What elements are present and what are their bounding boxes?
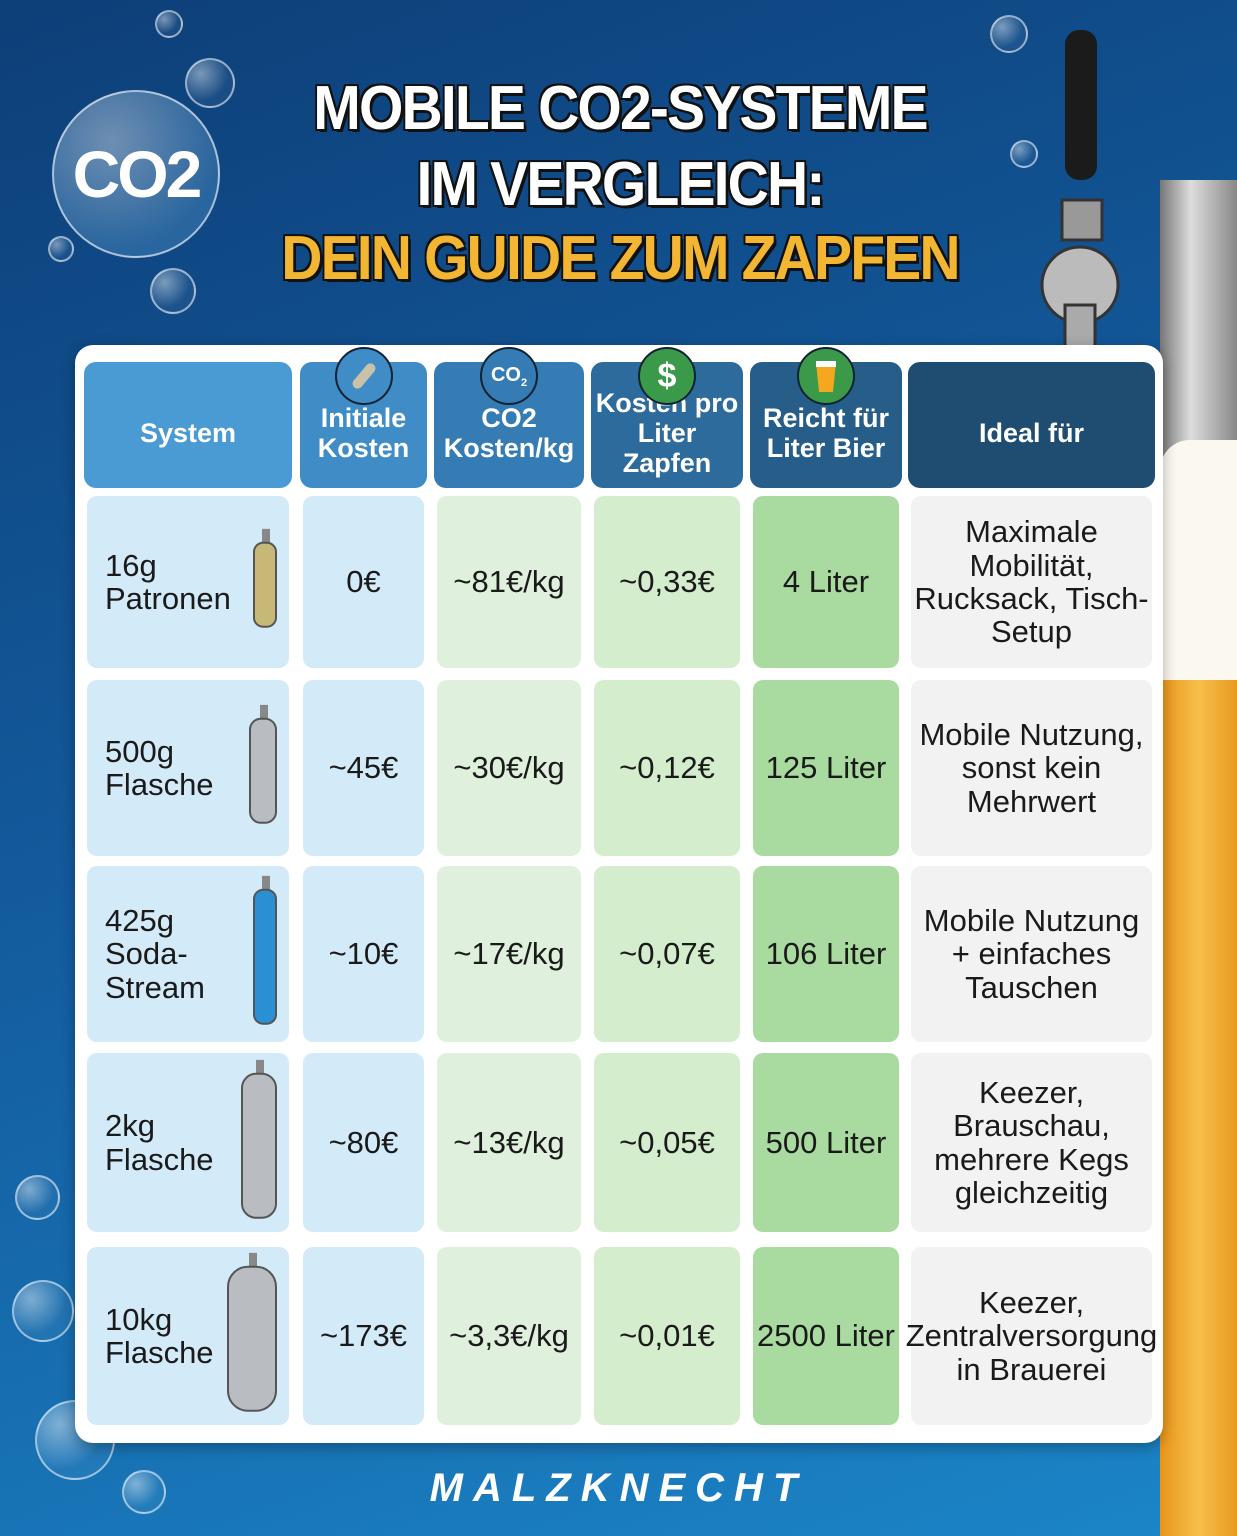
co2_per_kg-value: ~3,3€/kg (449, 1318, 569, 1354)
per_liter-value: ~0,05€ (619, 1124, 715, 1160)
ideal-value: Maximale Mobilität, Rucksack, Tisch-Setu… (914, 514, 1149, 650)
per_liter-value: ~0,12€ (619, 750, 715, 786)
cartridge-icon (251, 528, 279, 635)
column-header-system: System (84, 362, 292, 488)
title-line-1: MOBILE CO2-SYSTEME (313, 74, 928, 143)
row-2-liters: 106 Liter (753, 866, 899, 1042)
row-4-per_liter: ~0,01€ (594, 1247, 740, 1425)
row-2-initial: ~10€ (303, 866, 424, 1042)
large-cylinder-icon (225, 1252, 279, 1419)
cartridge-icon (334, 347, 393, 405)
row-0-co2_per_kg: ~81€/kg (437, 496, 581, 668)
initial-value: ~80€ (328, 1124, 399, 1160)
title-line-2: IM VERGLEICH: (416, 150, 825, 219)
ideal-value: Keezer, Brauschau, mehrere Kegs gleichze… (934, 1074, 1129, 1210)
liters-value: 2500 Liter (757, 1318, 895, 1354)
liters-value: 500 Liter (765, 1124, 887, 1160)
row-1-ideal: Mobile Nutzung, sonst kein Mehrwert (911, 680, 1152, 856)
bubble (990, 15, 1028, 53)
bubble (12, 1280, 74, 1342)
initial-value: ~173€ (319, 1318, 408, 1354)
column-header-label: Reicht für Liter Bier (762, 403, 889, 463)
row-4-ideal: Keezer, Zentralversorgung in Brauerei (906, 1247, 1157, 1425)
ideal-value: Keezer, Zentralversorgung in Brauerei (905, 1284, 1158, 1387)
row-2-co2_per_kg: ~17€/kg (437, 866, 581, 1042)
initial-value: ~45€ (328, 750, 399, 786)
bubble (48, 236, 74, 262)
initial-value: ~10€ (328, 936, 399, 972)
brand-footer: MALZKNECHT (429, 1466, 808, 1510)
co2_per_kg-value: ~30€/kg (453, 750, 565, 786)
row-2-ideal: Mobile Nutzung + einfaches Tauschen (911, 866, 1152, 1042)
row-0-ideal: Maximale Mobilität, Rucksack, Tisch-Setu… (911, 496, 1152, 668)
bubble (122, 1470, 166, 1514)
bubble (1010, 140, 1038, 168)
co2-bubble-icon: CO2 (52, 90, 220, 258)
column-header-label: System (139, 418, 237, 449)
row-3-per_liter: ~0,05€ (594, 1053, 740, 1232)
per_liter-value: ~0,33€ (619, 564, 715, 600)
liters-value: 125 Liter (765, 750, 887, 786)
row-0-initial: 0€ (303, 496, 424, 668)
beer-foam (1160, 440, 1237, 680)
co2_per_kg-value: ~81€/kg (453, 564, 565, 600)
initial-value: 0€ (346, 564, 381, 600)
beer-glass-icon (797, 347, 855, 405)
co2_per_kg-value: ~17€/kg (453, 936, 565, 972)
co2_per_kg-value: ~13€/kg (453, 1124, 565, 1160)
row-2-system: 425g Soda-Stream (87, 866, 289, 1042)
row-4-system: 10kg Flasche (87, 1247, 289, 1425)
co2-badge: CO2 (72, 137, 203, 211)
row-4-co2_per_kg: ~3,3€/kg (437, 1247, 581, 1425)
liters-value: 106 Liter (765, 936, 887, 972)
beer-tap-icon (1040, 30, 1120, 415)
row-1-system: 500g Flasche (87, 680, 289, 856)
title-line-3: DEIN GUIDE ZUM ZAPFEN (281, 224, 960, 293)
row-4-initial: ~173€ (303, 1247, 424, 1425)
column-header-ideal: Ideal für (908, 362, 1155, 488)
row-1-co2_per_kg: ~30€/kg (437, 680, 581, 856)
bubble (150, 268, 196, 314)
row-4-liters: 2500 Liter (753, 1247, 899, 1425)
row-3-ideal: Keezer, Brauschau, mehrere Kegs gleichze… (911, 1053, 1152, 1232)
small-bottle-icon (247, 704, 279, 831)
cylinder-icon (239, 1059, 279, 1225)
liters-value: 4 Liter (782, 564, 870, 600)
column-header-label: Initiale Kosten (317, 403, 410, 463)
column-header-label: CO2 Kosten/kg (443, 403, 575, 463)
per_liter-value: ~0,07€ (619, 936, 715, 972)
system-name: 425g Soda-Stream (105, 902, 205, 1005)
row-0-system: 16g Patronen (87, 496, 289, 668)
system-name: 500g Flasche (105, 733, 214, 802)
row-3-co2_per_kg: ~13€/kg (437, 1053, 581, 1232)
row-1-liters: 125 Liter (753, 680, 899, 856)
dollar-icon: $ (638, 347, 696, 405)
system-name: 10kg Flasche (105, 1301, 214, 1370)
system-name: 16g Patronen (105, 547, 231, 616)
row-0-per_liter: ~0,33€ (594, 496, 740, 668)
per_liter-value: ~0,01€ (619, 1318, 715, 1354)
row-0-liters: 4 Liter (753, 496, 899, 668)
row-2-per_liter: ~0,07€ (594, 866, 740, 1042)
sodastream-cylinder-icon (251, 875, 279, 1032)
row-3-liters: 500 Liter (753, 1053, 899, 1232)
tap-column (1160, 180, 1237, 470)
column-header-label: Ideal für (978, 418, 1085, 449)
bubble (155, 10, 183, 38)
ideal-value: Mobile Nutzung, sonst kein Mehrwert (919, 716, 1144, 819)
system-name: 2kg Flasche (105, 1108, 214, 1177)
row-1-initial: ~45€ (303, 680, 424, 856)
co2-icon: CO2 (480, 347, 538, 405)
row-3-system: 2kg Flasche (87, 1053, 289, 1232)
ideal-value: Mobile Nutzung + einfaches Tauschen (923, 902, 1140, 1005)
row-3-initial: ~80€ (303, 1053, 424, 1232)
bubble (185, 58, 235, 108)
column-header-label: Kosten pro Liter Zapfen (595, 388, 739, 478)
bubble (15, 1175, 60, 1220)
row-1-per_liter: ~0,12€ (594, 680, 740, 856)
